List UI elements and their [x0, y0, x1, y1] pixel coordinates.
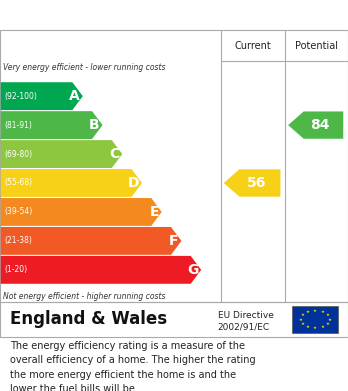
Text: (55-68): (55-68) [5, 179, 33, 188]
Text: A: A [69, 89, 80, 103]
Text: ★: ★ [321, 310, 324, 314]
FancyBboxPatch shape [292, 306, 338, 333]
Text: G: G [187, 263, 198, 277]
Text: 2002/91/EC: 2002/91/EC [218, 323, 270, 332]
Text: ★: ★ [306, 325, 309, 329]
Text: F: F [169, 234, 179, 248]
Polygon shape [1, 256, 201, 284]
Text: (81-91): (81-91) [5, 120, 32, 129]
Text: ★: ★ [326, 322, 330, 326]
Polygon shape [1, 169, 142, 197]
Text: (1-20): (1-20) [5, 265, 27, 274]
Text: C: C [109, 147, 119, 161]
Text: E: E [149, 205, 159, 219]
Text: England & Wales: England & Wales [10, 310, 168, 328]
Text: 84: 84 [310, 118, 330, 132]
Text: B: B [89, 118, 100, 132]
Text: ★: ★ [321, 325, 324, 329]
Text: ★: ★ [298, 317, 302, 321]
Polygon shape [288, 111, 343, 139]
Polygon shape [224, 169, 280, 197]
Text: Not energy efficient - higher running costs: Not energy efficient - higher running co… [3, 292, 166, 301]
Text: (69-80): (69-80) [5, 149, 33, 159]
Text: Current: Current [235, 41, 271, 51]
Text: Potential: Potential [295, 41, 338, 51]
Text: ★: ★ [313, 326, 317, 330]
Text: Energy Efficiency Rating: Energy Efficiency Rating [9, 7, 230, 23]
Text: ★: ★ [328, 317, 332, 321]
Text: ★: ★ [300, 322, 304, 326]
Text: D: D [128, 176, 139, 190]
Text: (21-38): (21-38) [5, 237, 32, 246]
Text: 56: 56 [247, 176, 266, 190]
Text: EU Directive: EU Directive [218, 311, 274, 320]
Text: ★: ★ [313, 309, 317, 313]
Polygon shape [1, 82, 83, 110]
Text: Very energy efficient - lower running costs: Very energy efficient - lower running co… [3, 63, 166, 72]
Polygon shape [1, 111, 103, 139]
Polygon shape [1, 227, 181, 255]
Polygon shape [1, 140, 122, 168]
Polygon shape [1, 198, 162, 226]
Text: ★: ★ [306, 310, 309, 314]
Text: ★: ★ [326, 313, 330, 317]
Text: (92-100): (92-100) [5, 91, 37, 100]
Text: The energy efficiency rating is a measure of the
overall efficiency of a home. T: The energy efficiency rating is a measur… [10, 341, 256, 391]
Text: (39-54): (39-54) [5, 208, 33, 217]
Text: ★: ★ [300, 313, 304, 317]
